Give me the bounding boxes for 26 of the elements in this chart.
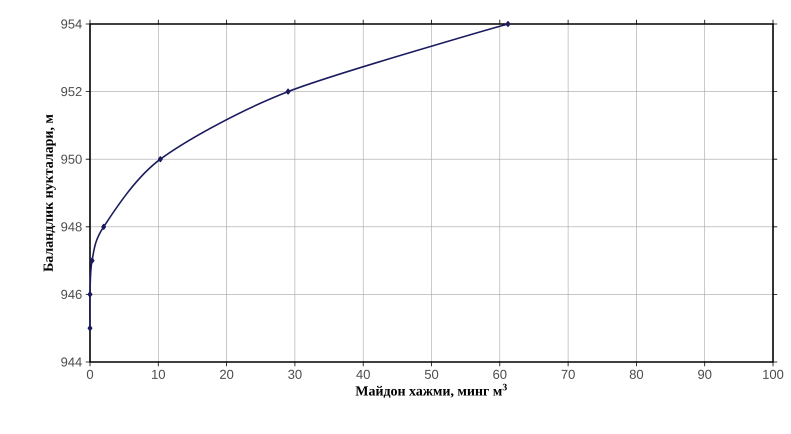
y-tick-label: 952 <box>61 87 82 96</box>
y-axis-title: Баландлик нукталари, м <box>44 114 56 272</box>
x-tick-label: 70 <box>562 370 575 379</box>
x-tick-label: 40 <box>356 370 370 379</box>
y-tick-label: 948 <box>61 222 82 232</box>
point <box>101 224 106 230</box>
x-tick-label: 10 <box>152 370 166 379</box>
point <box>286 88 291 95</box>
x-tick-label: 50 <box>424 370 438 379</box>
point <box>90 258 94 264</box>
x-tick-label: 60 <box>493 370 507 379</box>
x-tick-label: 0 <box>86 370 94 379</box>
x-tick-label: 80 <box>630 370 644 379</box>
y-tick-label: 944 <box>61 357 82 367</box>
point <box>88 291 92 298</box>
y-tick-label: 950 <box>61 154 82 164</box>
point <box>506 21 510 27</box>
x-axis-title: Майдон хажми, минг м$^{3}$ <box>356 384 507 398</box>
point <box>158 156 163 162</box>
x-tick-label: 30 <box>288 370 302 379</box>
y-tick-label: 946 <box>61 290 82 299</box>
x-tick-label: 20 <box>220 370 234 379</box>
point <box>88 325 92 332</box>
x-tick-label: 100 <box>763 370 784 379</box>
x-tick-label: 90 <box>698 370 712 379</box>
y-tick-label: 954 <box>61 19 82 29</box>
